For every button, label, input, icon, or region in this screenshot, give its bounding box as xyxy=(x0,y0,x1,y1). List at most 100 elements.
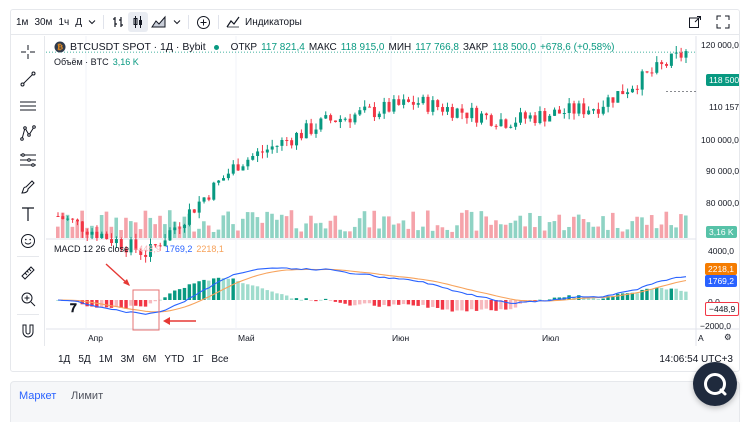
chart-area[interactable]: 𝟕 ₿ BTCUSDT SPOT · 1Д · Bybit ОТКР 117 82… xyxy=(46,36,740,346)
macd-histogram-bar xyxy=(100,300,104,307)
range-6m[interactable]: 6М xyxy=(142,354,157,365)
crosshair-price-tag: 110 157,4 xyxy=(706,101,739,113)
close-label: ЗАКР xyxy=(463,41,489,53)
interval-1h[interactable]: 1ч xyxy=(58,16,70,28)
volume-bar xyxy=(615,227,620,238)
bar-chart-type-icon[interactable] xyxy=(108,12,128,32)
candle xyxy=(616,91,620,103)
symbol-legend: ₿ BTCUSDT SPOT · 1Д · Bybit ОТКР 117 821,… xyxy=(54,41,614,53)
macd-histogram-bar xyxy=(392,300,396,305)
candle xyxy=(577,103,581,114)
volume-bar xyxy=(406,228,411,238)
settings-gear-icon[interactable]: ⚙ xyxy=(724,332,732,342)
candle xyxy=(533,115,537,124)
indicators-button[interactable]: Индикаторы xyxy=(223,12,305,32)
macd-histogram-bar xyxy=(362,300,367,304)
candle xyxy=(110,239,114,244)
candle xyxy=(674,52,678,54)
volume-bar xyxy=(377,228,381,238)
macd-histogram-bar xyxy=(445,300,450,310)
candle xyxy=(572,103,576,114)
volume-bar xyxy=(367,227,372,238)
share-icon[interactable] xyxy=(685,12,705,32)
volume-bar xyxy=(265,211,269,238)
fullscreen-icon[interactable] xyxy=(713,12,733,32)
volume-bar xyxy=(124,217,128,238)
open-label: ОТКР xyxy=(230,41,258,53)
macd-histogram-bar xyxy=(586,297,591,300)
area-chart-type-icon[interactable] xyxy=(148,12,170,32)
range-1d[interactable]: 1Д xyxy=(58,354,71,365)
volume-bar xyxy=(109,226,114,238)
tab-limit[interactable]: Лимит xyxy=(71,390,104,402)
macd-histogram-bar xyxy=(601,298,605,300)
volume-bar xyxy=(625,229,630,238)
macd-histogram-bar xyxy=(143,300,148,307)
volume-bar xyxy=(581,219,586,238)
chevron-down-icon[interactable] xyxy=(85,12,99,32)
highlight-box xyxy=(132,289,160,331)
candle xyxy=(587,110,591,115)
interval-1d[interactable]: Д xyxy=(75,16,82,28)
chart-toolbar: 1м 30м 1ч Д Индикаторы xyxy=(11,10,739,35)
macd-histogram-bar xyxy=(236,281,240,300)
interval-1m[interactable]: 1м xyxy=(16,16,29,28)
ruler-icon[interactable] xyxy=(17,262,39,284)
macd-histogram-bar xyxy=(338,300,342,303)
candle xyxy=(611,97,615,103)
macd-line-value: 1769,2 xyxy=(164,244,193,254)
price-chart[interactable]: 𝟕 xyxy=(46,36,740,346)
volume-bar xyxy=(421,226,425,238)
range-ytd[interactable]: YTD xyxy=(164,354,185,365)
candle xyxy=(411,101,415,105)
candles-chart-type-icon[interactable] xyxy=(128,12,148,32)
candle xyxy=(299,132,303,139)
macd-histogram-bar xyxy=(56,300,60,301)
range-all[interactable]: Все xyxy=(211,354,229,365)
trend-line-icon[interactable] xyxy=(17,68,39,90)
macd-histogram-bar xyxy=(523,300,527,303)
chat-button[interactable] xyxy=(693,362,737,406)
pattern-tool-icon[interactable] xyxy=(17,122,39,144)
volume-bar xyxy=(119,230,123,238)
macd-histogram-bar xyxy=(431,300,435,307)
macd-histogram-bar xyxy=(377,300,381,307)
fib-tool-icon[interactable] xyxy=(17,149,39,171)
volume-bar xyxy=(537,215,542,238)
magnet-icon[interactable] xyxy=(17,320,39,342)
candle xyxy=(295,132,299,146)
macd-histogram-bar xyxy=(654,287,659,300)
candle xyxy=(650,72,654,74)
candle xyxy=(139,250,143,255)
range-5d[interactable]: 5Д xyxy=(78,354,91,365)
symbol-title[interactable]: BTCUSDT SPOT · 1Д · Bybit xyxy=(70,41,206,53)
tab-market[interactable]: Маркет xyxy=(19,390,57,402)
add-compare-icon[interactable] xyxy=(193,12,214,32)
volume-bar xyxy=(138,229,143,238)
volume-bar xyxy=(494,220,498,238)
macd-histogram-bar xyxy=(197,281,201,300)
brush-icon[interactable] xyxy=(17,176,39,198)
range-3m[interactable]: 3М xyxy=(120,354,135,365)
zoom-in-icon[interactable] xyxy=(17,288,39,310)
volume-bar xyxy=(425,210,430,238)
emoji-icon[interactable] xyxy=(17,230,39,252)
range-1y[interactable]: 1Г xyxy=(192,354,204,365)
candle xyxy=(163,240,167,247)
interval-30m[interactable]: 30м xyxy=(34,16,53,28)
volume-bar xyxy=(440,227,445,238)
candle xyxy=(596,109,600,114)
candle xyxy=(309,123,313,134)
macd-histogram-bar xyxy=(572,296,576,300)
candle xyxy=(660,62,664,65)
volume-bar xyxy=(411,211,415,238)
clock[interactable]: 14:06:54 UTC+3 xyxy=(659,354,733,365)
range-1m[interactable]: 1М xyxy=(98,354,113,365)
crosshair-icon[interactable] xyxy=(17,41,39,63)
volume-bar xyxy=(250,212,255,238)
volume-bar xyxy=(206,225,211,238)
chevron-down-icon[interactable] xyxy=(170,12,184,32)
horizontal-lines-icon[interactable] xyxy=(17,95,39,117)
candle xyxy=(397,99,401,105)
text-tool-icon[interactable] xyxy=(17,203,39,225)
